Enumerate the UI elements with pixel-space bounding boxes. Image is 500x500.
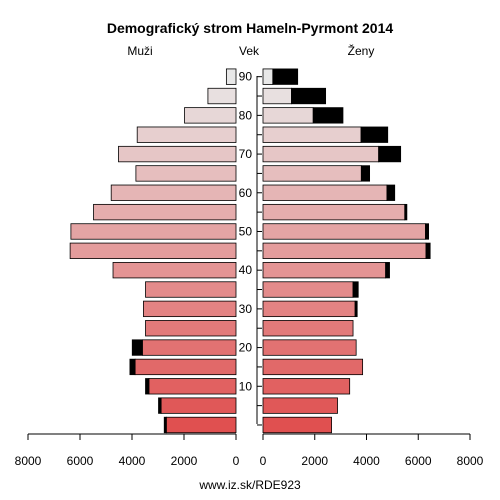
- women-bar-50-54: [262, 223, 426, 240]
- men-bar-60-64: [110, 184, 237, 201]
- women-x-tick-label-0: 0: [260, 454, 267, 468]
- men-bar-45-49: [69, 242, 237, 259]
- age-axis: 10 20 30 40 50 60 70 80 90: [239, 70, 262, 426]
- men-x-axis: 8000 6000 4000 2000 0: [15, 433, 240, 468]
- men-bar-55-59: [93, 203, 237, 221]
- women-bar-45-49: [262, 242, 427, 259]
- men-bars: [69, 68, 237, 434]
- men-bar-85-89: [207, 87, 237, 105]
- men-x-tick-label-0: 0: [233, 454, 240, 468]
- women-bar-90+: [262, 68, 274, 85]
- women-bar-10-14: [262, 378, 351, 395]
- men-excess-5-9: [158, 397, 162, 414]
- women-bar-25-29: [262, 320, 354, 337]
- women-excess-45-49: [425, 242, 431, 259]
- men-excess-10-14: [145, 378, 150, 395]
- women-bar-35-39: [262, 281, 354, 298]
- women-excess-80-84: [312, 107, 344, 124]
- women-excess-60-64: [386, 184, 396, 201]
- women-excess-65-69: [360, 165, 371, 182]
- women-excess-30-34: [354, 300, 358, 318]
- women-bar-85-89: [262, 87, 292, 105]
- men-x-tick-label-2000: 2000: [171, 454, 198, 468]
- men-bar-35-39: [145, 281, 237, 298]
- age-label: Vek: [239, 44, 260, 58]
- women-x-tick-label-2000: 2000: [301, 454, 328, 468]
- men-x-tick-label-8000: 8000: [15, 454, 42, 468]
- men-bar-40-44: [112, 262, 237, 279]
- age-tick-label-10: 10: [239, 379, 253, 393]
- footer-url: www.iz.sk/RDE923: [198, 478, 301, 492]
- men-bar-65-69: [135, 165, 237, 182]
- women-x-tick-label-8000: 8000: [457, 454, 484, 468]
- women-bar-75-79: [262, 126, 362, 143]
- men-x-tick-label-4000: 4000: [119, 454, 146, 468]
- men-bar-10-14: [148, 378, 237, 395]
- women-x-tick-label-4000: 4000: [353, 454, 380, 468]
- men-bar-80-84: [184, 107, 237, 124]
- women-bar-80-84: [262, 107, 314, 124]
- age-tick-label-50: 50: [239, 224, 253, 238]
- men-bar-30-34: [143, 300, 237, 318]
- chart-title: Demografický strom Hameln-Pyrmont 2014: [107, 20, 394, 36]
- women-excess-75-79: [360, 126, 389, 143]
- women-excess-90+: [272, 68, 299, 85]
- women-excess-50-54: [425, 223, 429, 240]
- men-bar-15-19: [134, 358, 237, 376]
- men-excess-0-4: [163, 416, 167, 434]
- women-excess-70-74: [378, 145, 402, 163]
- women-excess-40-44: [385, 262, 390, 279]
- women-bar-30-34: [262, 300, 356, 318]
- women-excess-35-39: [352, 281, 359, 298]
- men-bar-25-29: [145, 320, 237, 337]
- age-tick-label-80: 80: [239, 108, 253, 122]
- age-tick-label-40: 40: [239, 263, 253, 277]
- women-bar-15-19: [262, 358, 364, 376]
- women-x-tick-label-6000: 6000: [405, 454, 432, 468]
- men-bar-70-74: [118, 145, 237, 163]
- women-excess-85-89: [291, 87, 327, 105]
- age-tick-label-60: 60: [239, 186, 253, 200]
- age-tick-label-90: 90: [239, 70, 253, 84]
- men-excess-20-24: [131, 339, 143, 356]
- women-bar-60-64: [262, 184, 388, 201]
- women-bar-40-44: [262, 262, 387, 279]
- women-bar-0-4: [262, 416, 332, 434]
- men-x-tick-label-6000: 6000: [67, 454, 94, 468]
- women-bars: [262, 68, 431, 434]
- men-bar-90+: [225, 68, 237, 85]
- women-label: Ženy: [348, 43, 375, 58]
- age-tick-label-20: 20: [239, 341, 253, 355]
- women-bar-70-74: [262, 145, 380, 163]
- women-x-axis: 8000 6000 4000 2000 0: [260, 433, 484, 468]
- age-tick-label-70: 70: [239, 147, 253, 161]
- men-bar-50-54: [70, 223, 237, 240]
- women-bar-65-69: [262, 165, 362, 182]
- women-bar-55-59: [262, 203, 406, 221]
- men-bar-20-24: [141, 339, 237, 356]
- men-excess-15-19: [129, 358, 136, 376]
- men-bar-0-4: [165, 416, 237, 434]
- women-excess-55-59: [404, 203, 408, 221]
- men-bar-5-9: [160, 397, 237, 414]
- men-label: Muži: [127, 44, 152, 58]
- age-tick-label-30: 30: [239, 302, 253, 316]
- men-bar-75-79: [136, 126, 237, 143]
- women-bar-5-9: [262, 397, 338, 414]
- women-bar-20-24: [262, 339, 357, 356]
